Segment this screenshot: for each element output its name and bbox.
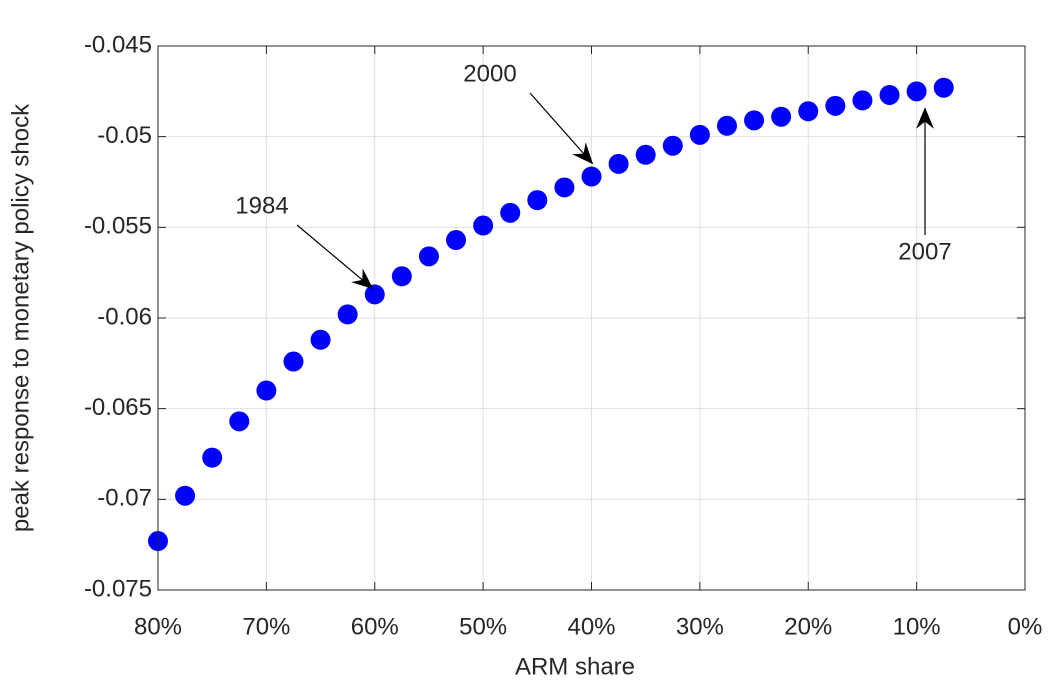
y-axis-label: peak response to monetary policy shock <box>7 103 34 532</box>
grid <box>157 45 1026 591</box>
y-tick-label: -0.045 <box>84 31 152 58</box>
point <box>879 84 900 105</box>
x-tick-label: 80% <box>134 613 182 640</box>
x-tick-label: 0% <box>1008 613 1043 640</box>
point <box>689 124 710 145</box>
point <box>310 329 331 350</box>
x-tick-label: 50% <box>459 613 507 640</box>
point <box>662 135 683 156</box>
point <box>527 190 548 211</box>
x-tick-label: 60% <box>351 613 399 640</box>
points <box>148 77 954 552</box>
annotation: 2000 <box>463 60 516 87</box>
point <box>581 166 602 187</box>
y-tick-label: -0.05 <box>97 122 152 149</box>
y-tick-label: -0.07 <box>97 485 152 512</box>
point <box>608 153 629 174</box>
point <box>825 95 846 116</box>
point <box>500 202 521 223</box>
point <box>337 304 358 325</box>
point <box>635 144 656 165</box>
x-tick-label: 10% <box>893 613 941 640</box>
y-tick-label: -0.055 <box>84 213 152 240</box>
y-tick-label: -0.075 <box>84 575 152 602</box>
point <box>798 101 819 122</box>
point <box>391 266 412 287</box>
point <box>933 77 954 98</box>
point <box>418 246 439 267</box>
point <box>554 177 575 198</box>
annotation-arrow <box>296 224 374 290</box>
point <box>446 230 467 251</box>
annotation-arrow <box>529 92 594 165</box>
point <box>744 110 765 131</box>
point <box>229 411 250 432</box>
x-tick-label: 40% <box>567 613 615 640</box>
plot-frame <box>157 45 1026 591</box>
point <box>473 215 494 236</box>
x-tick-label: 20% <box>784 613 832 640</box>
point <box>283 351 304 372</box>
annotation: 1984 <box>235 192 288 219</box>
y-tick-label: -0.065 <box>84 394 152 421</box>
y-tick-label: -0.06 <box>97 303 152 330</box>
x-tick-label: 70% <box>242 613 290 640</box>
point <box>716 115 737 136</box>
point <box>175 485 196 506</box>
point <box>852 90 873 111</box>
x-axis-label: ARM share <box>515 653 635 680</box>
point <box>256 380 277 401</box>
annotation: 2007 <box>898 238 951 265</box>
x-tick-label: 30% <box>676 613 724 640</box>
point <box>202 447 223 468</box>
point <box>906 81 927 102</box>
point <box>364 284 385 305</box>
point <box>771 106 792 127</box>
